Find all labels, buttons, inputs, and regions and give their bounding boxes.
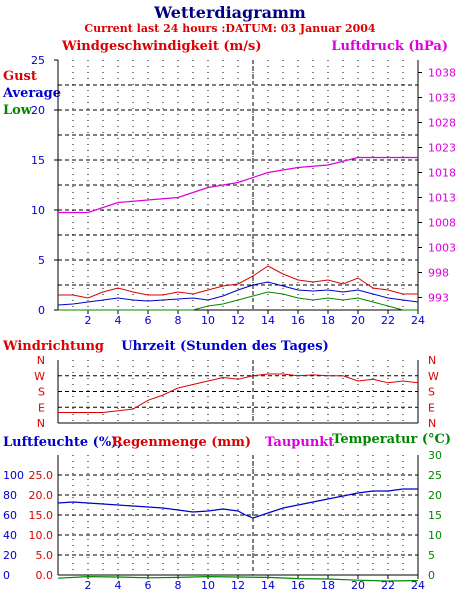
panel1-x-tick-label: 8: [175, 314, 182, 327]
wind-tick-label: 20: [31, 104, 45, 117]
series-luftdruck: [58, 156, 418, 214]
direction-tick-label-left: N: [37, 354, 45, 367]
temperature-tick-label: 0: [428, 569, 435, 582]
dewpoint-label: Taupunkt: [265, 435, 334, 450]
rain-label: Regenmenge (mm): [112, 435, 251, 450]
wind-tick-label: 10: [31, 204, 45, 217]
temperature-tick-label: 30: [428, 449, 442, 462]
direction-tick-label-right: N: [428, 417, 436, 430]
panel1-x-tick-label: 16: [291, 314, 305, 327]
direction-tick-label-right: E: [428, 401, 435, 414]
panel3-x-tick-label: 12: [231, 579, 245, 592]
series-low: [58, 291, 418, 311]
temperature-tick-label: 5: [428, 549, 435, 562]
pressure-tick-label: 1003: [428, 242, 456, 255]
wind-tick-label: 25: [31, 54, 45, 67]
temperature-tick-label: 10: [428, 529, 442, 542]
panel3-x-tick-label: 4: [115, 579, 122, 592]
panel3-x-tick-label: 18: [321, 579, 335, 592]
time-axis-label: Uhrzeit (Stunden des Tages): [121, 339, 328, 354]
panel1-x-tick-label: 6: [145, 314, 152, 327]
wind-tick-label: 5: [38, 254, 45, 267]
panel1-x-tick-label: 22: [381, 314, 395, 327]
series-temperature: [57, 575, 419, 582]
humidity-tick-label: 40: [3, 529, 17, 542]
panel3-x-tick-label: 14: [261, 579, 275, 592]
rain-tick-label: 20.0: [29, 489, 54, 502]
panel3-x-tick-label: 8: [175, 579, 182, 592]
pressure-tick-label: 1038: [428, 67, 456, 80]
series-gust: [58, 265, 418, 299]
direction-tick-label-right: W: [428, 370, 439, 383]
temperature-label: Temperatur (°C): [332, 432, 451, 447]
wind-tick-label: 0: [38, 304, 45, 317]
humidity-tick-label: 0: [3, 569, 10, 582]
temperature-tick-label: 15: [428, 509, 442, 522]
direction-tick-label-right: S: [428, 386, 435, 399]
direction-tick-label-left: S: [38, 386, 45, 399]
panel1-x-tick-label: 2: [85, 314, 92, 327]
pressure-tick-label: 1018: [428, 167, 456, 180]
direction-tick-label-left: E: [38, 401, 45, 414]
pressure-tick-label: 1033: [428, 92, 456, 105]
panel1-x-tick-label: 18: [321, 314, 335, 327]
legend-low: Low: [3, 103, 33, 118]
rain-tick-label: 25.0: [29, 469, 54, 482]
panel3-x-tick-label: 10: [201, 579, 215, 592]
humidity-label: Luftfeuchte (%),: [3, 435, 122, 450]
panel1-x-tick-label: 24: [411, 314, 425, 327]
panel1-x-tick-label: 14: [261, 314, 275, 327]
rain-tick-label: 0.0: [36, 569, 54, 582]
pressure-tick-label: 1023: [428, 142, 456, 155]
humidity-tick-label: 20: [3, 549, 17, 562]
legend-average: Average: [2, 86, 61, 101]
panel3-x-tick-label: 22: [381, 579, 395, 592]
wind-speed-axis-label: Windgeschwindigkeit (m/s): [61, 39, 261, 54]
panel3-x-tick-label: 16: [291, 579, 305, 592]
direction-tick-label-left: W: [34, 370, 45, 383]
temperature-tick-label: 20: [428, 489, 442, 502]
rain-tick-label: 5.0: [36, 549, 54, 562]
panel1-x-tick-label: 4: [115, 314, 122, 327]
humidity-tick-label: 100: [3, 469, 24, 482]
panel3-x-tick-label: 20: [351, 579, 365, 592]
temperature-tick-label: 25: [428, 469, 442, 482]
rain-tick-label: 15.0: [29, 509, 54, 522]
series-average: [57, 281, 419, 306]
panel1-x-tick-label: 20: [351, 314, 365, 327]
panel1-x-tick-label: 10: [201, 314, 215, 327]
rain-tick-label: 10.0: [29, 529, 54, 542]
pressure-tick-label: 993: [428, 292, 449, 305]
panel1-x-tick-label: 12: [231, 314, 245, 327]
pressure-tick-label: 1008: [428, 217, 456, 230]
pressure-tick-label: 998: [428, 267, 449, 280]
panel3-x-tick-label: 2: [85, 579, 92, 592]
direction-tick-label-left: N: [37, 417, 45, 430]
pressure-tick-label: 1028: [428, 117, 456, 130]
panel3-x-tick-label: 24: [411, 579, 425, 592]
humidity-tick-label: 60: [3, 509, 17, 522]
series-wind-direction: [58, 373, 419, 413]
wind-tick-label: 15: [31, 154, 45, 167]
direction-tick-label-right: N: [428, 354, 436, 367]
pressure-axis-label: Luftdruck (hPa): [331, 39, 448, 54]
chart-marks: 0510152025993998100310081013101810231028…: [3, 54, 456, 592]
pressure-tick-label: 1013: [428, 192, 456, 205]
page-title: Wetterdiagramm: [153, 3, 306, 22]
page-subtitle: Current last 24 hours :DATUM: 03 Januar …: [84, 22, 376, 35]
legend-gust: Gust: [3, 69, 37, 84]
humidity-tick-label: 80: [3, 489, 17, 502]
series-humidity: [57, 488, 418, 519]
wind-direction-label: Windrichtung: [2, 339, 104, 354]
panel3-x-tick-label: 6: [145, 579, 152, 592]
